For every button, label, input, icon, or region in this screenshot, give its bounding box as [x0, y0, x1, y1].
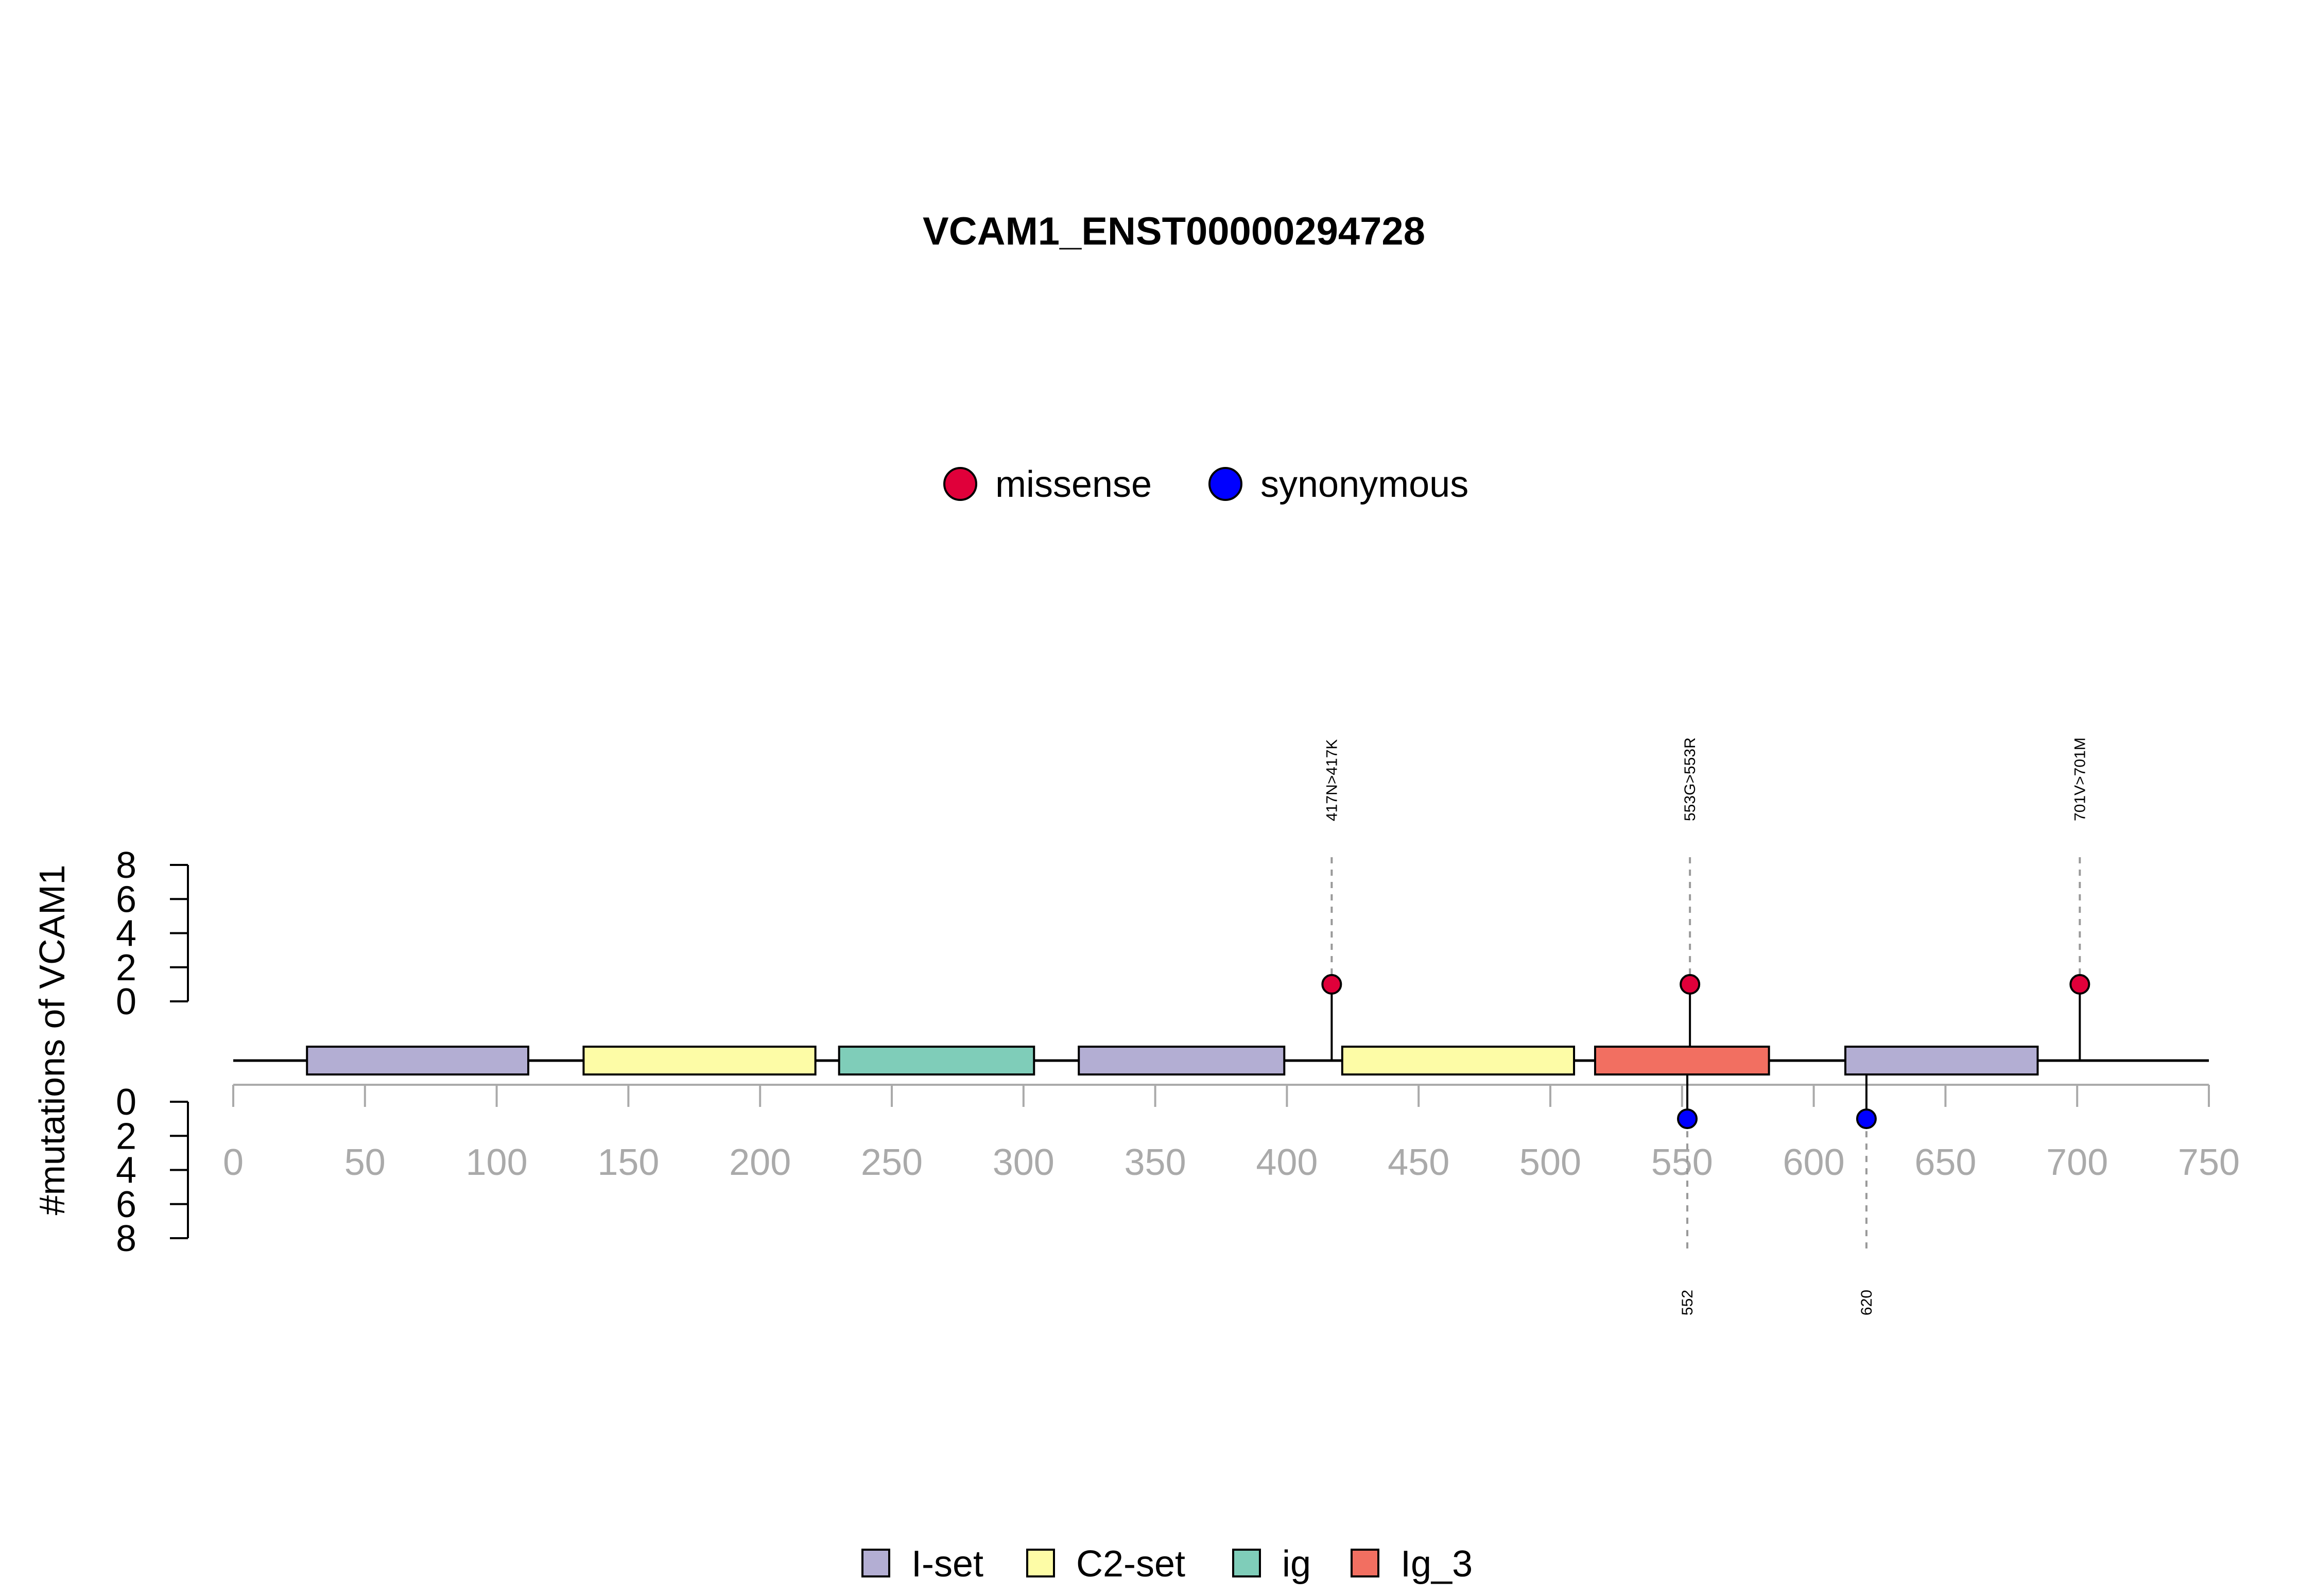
- domain-ig: [838, 1046, 1035, 1075]
- x-tick-label: 750: [2178, 1142, 2240, 1183]
- domain-C2-set: [1341, 1046, 1576, 1075]
- y-lower-tick-label: 0: [116, 1082, 136, 1123]
- legend-swatch-Ig_3: [1351, 1549, 1379, 1577]
- mutation-point-missense: [2069, 974, 2090, 995]
- x-tick-label: 650: [1914, 1142, 1976, 1183]
- legend-label-ig: ig: [1282, 1543, 1311, 1585]
- legend-swatch-ig: [1232, 1549, 1261, 1577]
- x-tick-label: 150: [597, 1142, 659, 1183]
- domain-I-set: [306, 1046, 529, 1075]
- x-tick-label: 500: [1519, 1142, 1581, 1183]
- mutation-point-missense: [1321, 974, 1342, 995]
- domain-legend: I-set C2-set ig Ig_3: [861, 1543, 1473, 1585]
- y-lower-tick-label: 2: [116, 1116, 136, 1157]
- mutation-point-synonymous: [1677, 1108, 1698, 1130]
- y-axis-label: #mutations of VCAM1: [32, 865, 72, 1216]
- y-lower-tick-label: 6: [116, 1184, 136, 1225]
- y-lower-tick-label: 8: [116, 1218, 136, 1259]
- x-tick-label: 200: [729, 1142, 791, 1183]
- mutation-guide-lines: [1330, 857, 2081, 1248]
- legend-label-I-set: I-set: [911, 1543, 983, 1585]
- mutation-points: [1321, 974, 2090, 1130]
- mutation-label: 553G>553R: [1682, 737, 1699, 821]
- x-tick-label: 100: [466, 1142, 528, 1183]
- domain-C2-set: [582, 1046, 817, 1075]
- domain-I-set: [1078, 1046, 1286, 1075]
- mutation-label: 552: [1679, 1290, 1696, 1315]
- mutation-type-legend: missense synonymous: [943, 464, 1468, 505]
- y-lower-tick-label: 4: [116, 1150, 136, 1191]
- x-tick-label: 450: [1388, 1142, 1449, 1183]
- x-tick-label: 400: [1256, 1142, 1318, 1183]
- domain-I-set: [1844, 1046, 2039, 1075]
- legend-swatch-C2-set: [1026, 1549, 1055, 1577]
- mutation-label: 417N>417K: [1323, 739, 1340, 821]
- legend-swatch-I-set: [861, 1549, 890, 1577]
- legend-label-synonymous: synonymous: [1260, 464, 1468, 505]
- x-tick-label: 50: [344, 1142, 386, 1183]
- x-tick-label: 350: [1125, 1142, 1186, 1183]
- mutation-point-missense: [1680, 974, 1701, 995]
- mutation-label: 701V>701M: [2071, 737, 2088, 821]
- x-tick-label: 600: [1783, 1142, 1845, 1183]
- y-upper-tick-label: 6: [116, 879, 136, 920]
- domain-Ig_3: [1594, 1046, 1770, 1075]
- mutation-labels: 417N>417K 553G>553R 701V>701M 552 620: [1323, 737, 2088, 1315]
- y-upper-tick-label: 2: [116, 947, 136, 988]
- y-upper-tick-label: 8: [116, 845, 136, 886]
- x-tick-label: 550: [1651, 1142, 1713, 1183]
- legend-marker-missense: [943, 467, 977, 501]
- legend-label-Ig_3: Ig_3: [1400, 1543, 1473, 1585]
- x-tick-label: 0: [223, 1142, 244, 1183]
- x-axis: 0 50 100 150 200 250 300 350 400 450 500 550 600 650 7…: [223, 1084, 2240, 1183]
- y-upper-tick-label: 4: [116, 913, 136, 955]
- x-tick-label: 300: [993, 1142, 1054, 1183]
- mutation-point-synonymous: [1856, 1108, 1877, 1130]
- chart-title: VCAM1_ENST00000294728: [923, 210, 1425, 253]
- mutation-label: 620: [1858, 1290, 1875, 1315]
- legend-label-missense: missense: [995, 464, 1152, 505]
- y-upper-tick-label: 0: [116, 981, 136, 1022]
- x-tick-label: 700: [2046, 1142, 2108, 1183]
- legend-marker-synonymous: [1208, 467, 1242, 501]
- protein-domains: [306, 1046, 2039, 1075]
- legend-label-C2-set: C2-set: [1076, 1543, 1185, 1585]
- x-tick-label: 250: [861, 1142, 923, 1183]
